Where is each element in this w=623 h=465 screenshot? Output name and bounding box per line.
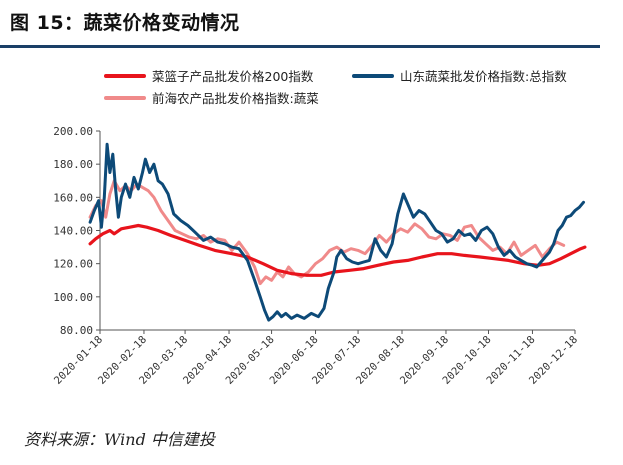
y-tick-label: 100.00: [53, 291, 93, 304]
legend-item-qianhai: 前海农产品批发价格指数:蔬菜: [104, 88, 319, 107]
line-chart: 80.00 100.00 120.00 140.00 160.00 180.00 200.0…: [52, 125, 587, 387]
y-tick-label: 140.00: [53, 225, 93, 238]
legend-label-basket-200: 菜篮子产品批发价格200指数: [152, 69, 314, 84]
legend-label-qianhai: 前海农产品批发价格指数:蔬菜: [152, 91, 319, 106]
series-line-basket-200: [88, 223, 587, 277]
series-line-qianhai: [88, 179, 566, 286]
legend-item-basket-200: 菜篮子产品批发价格200指数: [104, 66, 313, 85]
legend-swatch-basket-200: [104, 73, 146, 78]
legend-swatch-qianhai: [104, 95, 146, 100]
legend-label-shandong: 山东蔬菜批发价格指数:总指数: [400, 69, 567, 84]
y-tick-label: 80.00: [60, 324, 93, 337]
series-line-shandong: [88, 142, 585, 322]
y-tick-label: 160.00: [53, 191, 93, 204]
y-tick-label: 180.00: [53, 158, 93, 171]
source-note: 资料来源：Wind 中信建投: [24, 430, 215, 449]
chart-title: 图 15：蔬菜价格变动情况: [10, 12, 240, 34]
title-underline: [0, 45, 600, 48]
legend-item-shandong: 山东蔬菜批发价格指数:总指数: [352, 66, 567, 85]
y-tick-label: 200.00: [53, 125, 93, 138]
legend-swatch-shandong: [352, 73, 394, 78]
y-tick-label: 120.00: [53, 258, 93, 271]
